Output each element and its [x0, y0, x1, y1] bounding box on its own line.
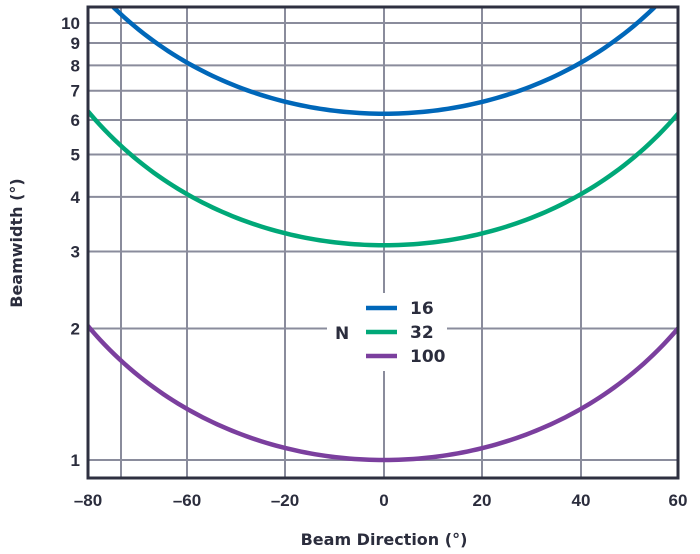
y-tick-label: 1 — [71, 451, 80, 470]
x-tick-label: 60 — [669, 491, 688, 510]
y-tick-label: 9 — [71, 34, 80, 53]
legend: N 16 32 100 — [327, 293, 447, 371]
x-tick-label: 20 — [473, 491, 492, 510]
legend-title: N — [335, 324, 349, 344]
series-line-16 — [110, 7, 658, 116]
y-tick-label: 5 — [71, 146, 80, 165]
y-tick-label: 4 — [71, 188, 81, 207]
x-tick-label: –80 — [74, 491, 102, 510]
y-tick-label: 2 — [71, 319, 80, 338]
x-tick-label: –60 — [173, 491, 201, 510]
y-tick-label: 7 — [71, 82, 80, 101]
y-tick-label: 10 — [61, 14, 80, 33]
x-tick-label: –20 — [271, 491, 299, 510]
y-tick-label: 6 — [71, 111, 80, 130]
y-axis-label: Beamwidth (°) — [7, 178, 26, 307]
grid-lines — [88, 7, 678, 478]
series-line-100 — [88, 322, 678, 463]
plot-frame — [86, 5, 680, 480]
y-axis-ticks: 109 8 7 6 5 4 3 2 1 — [61, 14, 80, 470]
x-tick-label: 0 — [379, 491, 388, 510]
y-tick-label: 8 — [71, 56, 80, 75]
x-axis-ticks: –80 –60 –20 0 20 40 60 — [74, 491, 688, 510]
legend-label-100: 100 — [410, 347, 446, 367]
legend-label-16: 16 — [410, 299, 434, 319]
series-line-32 — [88, 107, 678, 248]
x-tick-label: 40 — [572, 491, 591, 510]
legend-label-32: 32 — [410, 323, 434, 343]
data-series — [88, 7, 678, 463]
x-axis-label: Beam Direction (°) — [301, 530, 468, 549]
y-tick-label: 3 — [71, 242, 80, 261]
